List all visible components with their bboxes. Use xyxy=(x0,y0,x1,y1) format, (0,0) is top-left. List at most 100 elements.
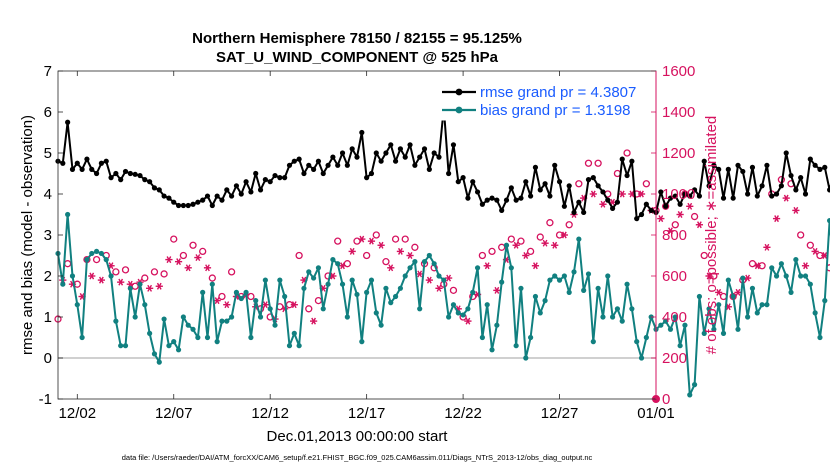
rmse-point xyxy=(634,216,640,222)
rmse-point xyxy=(132,171,138,177)
assimilated-obs-marker xyxy=(358,235,366,243)
assimilated-obs-marker xyxy=(416,270,424,278)
rmse-point xyxy=(156,187,162,193)
rmse-point xyxy=(378,158,384,164)
rmse-point xyxy=(499,207,505,213)
bias-point xyxy=(421,259,428,265)
rmse-point xyxy=(508,185,514,191)
bias-point xyxy=(339,281,346,287)
assimilated-obs-marker xyxy=(811,247,819,255)
asterisk-stroke xyxy=(108,262,114,270)
rmse-point xyxy=(122,168,129,175)
assimilated-obs-marker xyxy=(618,190,626,198)
bias-point xyxy=(190,326,196,332)
bias-point xyxy=(238,295,244,302)
bias-point xyxy=(600,314,606,320)
rmse-point xyxy=(151,185,158,191)
rmse-point xyxy=(354,154,360,160)
y2-tick-label: 800 xyxy=(662,227,687,244)
bias-point xyxy=(749,285,756,291)
asterisk-stroke xyxy=(754,262,760,270)
rmse-point xyxy=(720,195,727,201)
y-tick-label: 7 xyxy=(44,63,52,80)
rmse-point xyxy=(696,193,703,199)
bias-point xyxy=(460,312,466,318)
bias-point xyxy=(585,271,592,277)
x-tick-label: 12/17 xyxy=(348,405,386,422)
asterisk-stroke xyxy=(397,247,403,255)
rmse-point xyxy=(513,197,519,203)
bias-point xyxy=(171,339,177,345)
bias-point xyxy=(518,285,524,291)
bias-point xyxy=(368,277,375,283)
x-tick-label: 12/02 xyxy=(59,405,97,422)
rmse-point xyxy=(730,195,736,201)
bias-point xyxy=(98,250,105,257)
bias-point xyxy=(677,343,683,349)
rmse-point xyxy=(793,187,799,193)
bias-point xyxy=(142,302,148,308)
rmse-point xyxy=(161,193,167,199)
bias-point xyxy=(296,343,302,349)
rmse-point xyxy=(470,179,476,185)
possible-obs-marker xyxy=(179,251,188,260)
bias-point xyxy=(745,314,751,320)
rmse-point xyxy=(412,162,418,168)
bias-point xyxy=(499,279,505,285)
rmse-point xyxy=(566,183,572,189)
bias-point xyxy=(383,285,389,291)
rmse-point xyxy=(373,150,379,156)
asterisk-stroke xyxy=(774,215,779,223)
bias-point xyxy=(392,293,399,300)
bias-point xyxy=(354,291,360,298)
rmse-point xyxy=(407,142,413,148)
asterisk-stroke xyxy=(195,254,201,262)
rmse-point xyxy=(421,146,428,152)
rmse-point xyxy=(402,154,408,160)
chart-subtitle: SAT_U_WIND_COMPONENT @ 525 hPa xyxy=(216,49,499,66)
assimilated-obs-marker xyxy=(493,286,501,294)
bias-point xyxy=(537,310,543,316)
assimilated-obs-marker xyxy=(483,262,491,270)
possible-obs-marker xyxy=(150,268,159,276)
rmse-point xyxy=(175,202,182,209)
rmse-point xyxy=(754,193,760,199)
rmse-point xyxy=(103,158,109,164)
assimilated-obs-marker xyxy=(377,241,385,249)
possible-obs-marker xyxy=(642,180,651,188)
possible-obs-marker xyxy=(623,149,631,157)
assimilated-obs-marker xyxy=(445,274,453,282)
rmse-point xyxy=(238,191,244,197)
bias-point xyxy=(720,330,727,336)
asterisk-stroke xyxy=(301,276,307,284)
rmse-point xyxy=(204,193,211,199)
rmse-point xyxy=(716,166,722,172)
bias-point xyxy=(344,314,350,320)
assimilated-obs-marker xyxy=(772,215,781,223)
bias-point xyxy=(552,273,558,279)
bias-point xyxy=(484,302,490,308)
possible-obs-marker xyxy=(584,159,593,167)
y-tick-label: 4 xyxy=(44,186,52,203)
rmse-point xyxy=(556,179,563,185)
rmse-point xyxy=(388,142,394,148)
bias-point xyxy=(214,339,220,345)
bias-point xyxy=(180,314,186,320)
rmse-point xyxy=(113,170,119,177)
assimilated-obs-marker xyxy=(213,297,221,305)
rmse-point xyxy=(749,164,756,170)
possible-obs-marker xyxy=(806,241,814,249)
rmse-point xyxy=(364,175,370,181)
rmse-point xyxy=(629,158,635,164)
asterisk-stroke xyxy=(147,284,153,292)
asterisk-stroke xyxy=(484,262,490,270)
bias-point xyxy=(262,277,268,283)
possible-obs-marker xyxy=(391,235,400,243)
possible-obs-marker xyxy=(401,235,409,243)
x-axis-label: Dec.01,2013 00:00:00 start xyxy=(267,428,449,445)
rmse-point xyxy=(474,189,481,195)
asterisk-stroke xyxy=(79,293,85,300)
asterisk-stroke xyxy=(639,190,644,198)
rmse-point xyxy=(74,160,80,166)
rmse-point xyxy=(137,172,143,179)
